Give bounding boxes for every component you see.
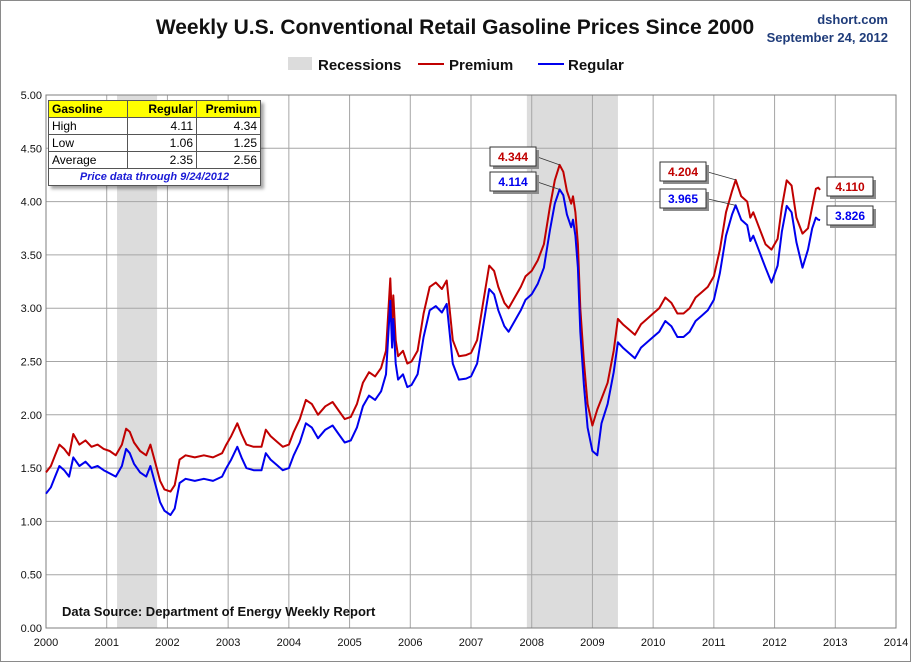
callout-box xyxy=(489,146,537,167)
x-tick-label: 2010 xyxy=(641,637,665,649)
x-tick-label: 2012 xyxy=(762,637,786,649)
legend-recessions-label: Recessions xyxy=(318,57,401,74)
callout-box xyxy=(826,176,874,197)
y-tick-label: 0.00 xyxy=(21,623,42,635)
callout-box xyxy=(489,171,537,192)
data-source-note: Data Source: Department of Energy Weekly… xyxy=(62,604,376,619)
callout-box xyxy=(659,161,707,182)
x-tick-label: 2002 xyxy=(155,637,179,649)
stats-row-high: High 4.11 4.34 xyxy=(48,117,261,135)
stats-label: Average xyxy=(48,151,128,169)
stats-header-regular: Regular xyxy=(127,100,197,118)
x-tick-label: 2007 xyxy=(459,637,483,649)
y-tick-label: 1.00 xyxy=(21,516,42,528)
y-tick-label: 0.50 xyxy=(21,570,42,582)
y-tick-label: 2.00 xyxy=(21,410,42,422)
y-tick-label: 3.50 xyxy=(21,250,42,262)
x-tick-label: 2000 xyxy=(34,637,58,649)
callout-leader xyxy=(535,181,560,190)
plot-border xyxy=(45,94,897,629)
stats-regular-value: 4.11 xyxy=(127,117,197,135)
callout-value-regular: 3.826 xyxy=(835,209,865,223)
x-tick-label: 2009 xyxy=(580,637,604,649)
x-tick-label: 2008 xyxy=(519,637,543,649)
x-tick-label: 2004 xyxy=(277,637,301,649)
stats-header-row: Gasoline Regular Premium xyxy=(48,100,261,118)
legend: Recessions Premium Regular xyxy=(288,57,624,74)
stats-premium-value: 4.34 xyxy=(196,117,261,135)
callout-value-premium: 4.204 xyxy=(668,165,698,179)
callout-leader xyxy=(705,171,736,181)
legend-premium-label: Premium xyxy=(449,57,513,74)
callout-box xyxy=(826,205,874,226)
series-line-premium xyxy=(45,163,821,493)
stats-premium-value: 1.25 xyxy=(196,134,261,152)
stats-row-average: Average 2.35 2.56 xyxy=(48,151,261,169)
stats-row-low: Low 1.06 1.25 xyxy=(48,134,261,152)
brand-site: dshort.com xyxy=(817,12,888,27)
callout-value-premium: 4.344 xyxy=(498,150,528,164)
stats-note-row: Price data through 9/24/2012 xyxy=(48,168,261,186)
y-tick-label: 1.50 xyxy=(21,463,42,475)
stats-header-premium: Premium xyxy=(196,100,261,118)
y-tick-label: 3.00 xyxy=(21,303,42,315)
legend-recession-swatch xyxy=(288,57,312,70)
stats-premium-value: 2.56 xyxy=(196,151,261,169)
legend-regular-label: Regular xyxy=(568,57,624,74)
plot-area: 0.00 0.50 1.00 1.50 2.00 2.50 3.00 3.50 4.00 4.50… xyxy=(21,90,909,649)
callout-value-regular: 3.965 xyxy=(668,192,698,206)
callout-box xyxy=(659,188,707,209)
x-tick-label: 2014 xyxy=(884,637,908,649)
x-tick-label: 2006 xyxy=(398,637,422,649)
x-tick-label: 2005 xyxy=(337,637,361,649)
x-tick-label: 2013 xyxy=(823,637,847,649)
callout-value-regular: 4.114 xyxy=(498,175,528,189)
series-line-regular xyxy=(45,188,821,516)
brand-date: September 24, 2012 xyxy=(767,30,888,45)
stats-regular-value: 2.35 xyxy=(127,151,197,169)
stats-table: Gasoline Regular Premium High 4.11 4.34 … xyxy=(48,100,261,186)
chart-title: Weekly U.S. Conventional Retail Gasoline… xyxy=(156,16,754,39)
y-tick-label: 4.00 xyxy=(21,197,42,209)
stats-regular-value: 1.06 xyxy=(127,134,197,152)
x-tick-label: 2003 xyxy=(216,637,240,649)
stats-label: High xyxy=(48,117,128,135)
stats-note: Price data through 9/24/2012 xyxy=(48,168,261,186)
y-tick-label: 2.50 xyxy=(21,357,42,369)
stats-label: Low xyxy=(48,134,128,152)
stats-header-gasoline: Gasoline xyxy=(48,100,128,118)
y-tick-label: 5.00 xyxy=(21,90,42,102)
callout-value-premium: 4.110 xyxy=(835,180,865,194)
callout-leader xyxy=(705,198,736,206)
callout-leader xyxy=(535,156,560,166)
x-tick-label: 2011 xyxy=(702,637,726,649)
x-tick-label: 2001 xyxy=(94,637,118,649)
y-tick-label: 4.50 xyxy=(21,143,42,155)
